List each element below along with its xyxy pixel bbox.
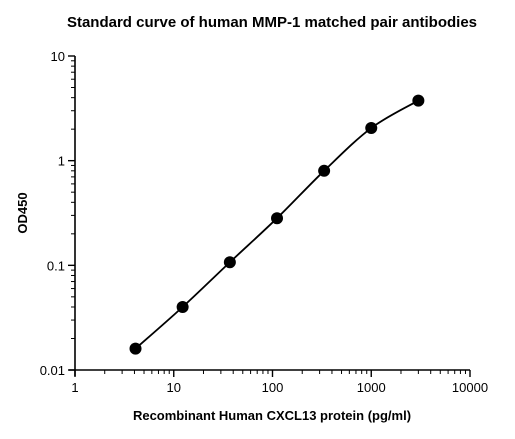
x-tick-label: 100	[262, 380, 284, 395]
tick-labels: 1 10 100 1000 10000 0.01 0.1 1 10	[40, 49, 488, 395]
data-point	[129, 342, 142, 355]
x-tick-label: 10000	[452, 380, 488, 395]
y-axis-title: OD450	[15, 192, 30, 233]
x-tick-label: 1000	[357, 380, 386, 395]
data-point	[223, 256, 236, 269]
x-axis-title: Recombinant Human CXCL13 protein (pg/ml)	[133, 408, 411, 423]
data-points	[129, 94, 425, 355]
y-tick-label: 0.1	[47, 258, 65, 273]
x-tick-label: 1	[71, 380, 78, 395]
axes	[69, 56, 470, 376]
y-tick-label: 0.01	[40, 363, 65, 378]
y-tick-label: 10	[51, 49, 65, 64]
x-tick-label: 10	[167, 380, 181, 395]
fit-curve	[134, 99, 419, 350]
data-point	[271, 212, 284, 225]
chart-title: Standard curve of human MMP-1 matched pa…	[67, 14, 477, 31]
data-point	[365, 122, 378, 135]
tick-marks	[68, 55, 471, 377]
data-point	[318, 164, 331, 177]
data-point	[412, 94, 425, 107]
data-point	[176, 300, 189, 313]
y-tick-label: 1	[58, 154, 65, 169]
